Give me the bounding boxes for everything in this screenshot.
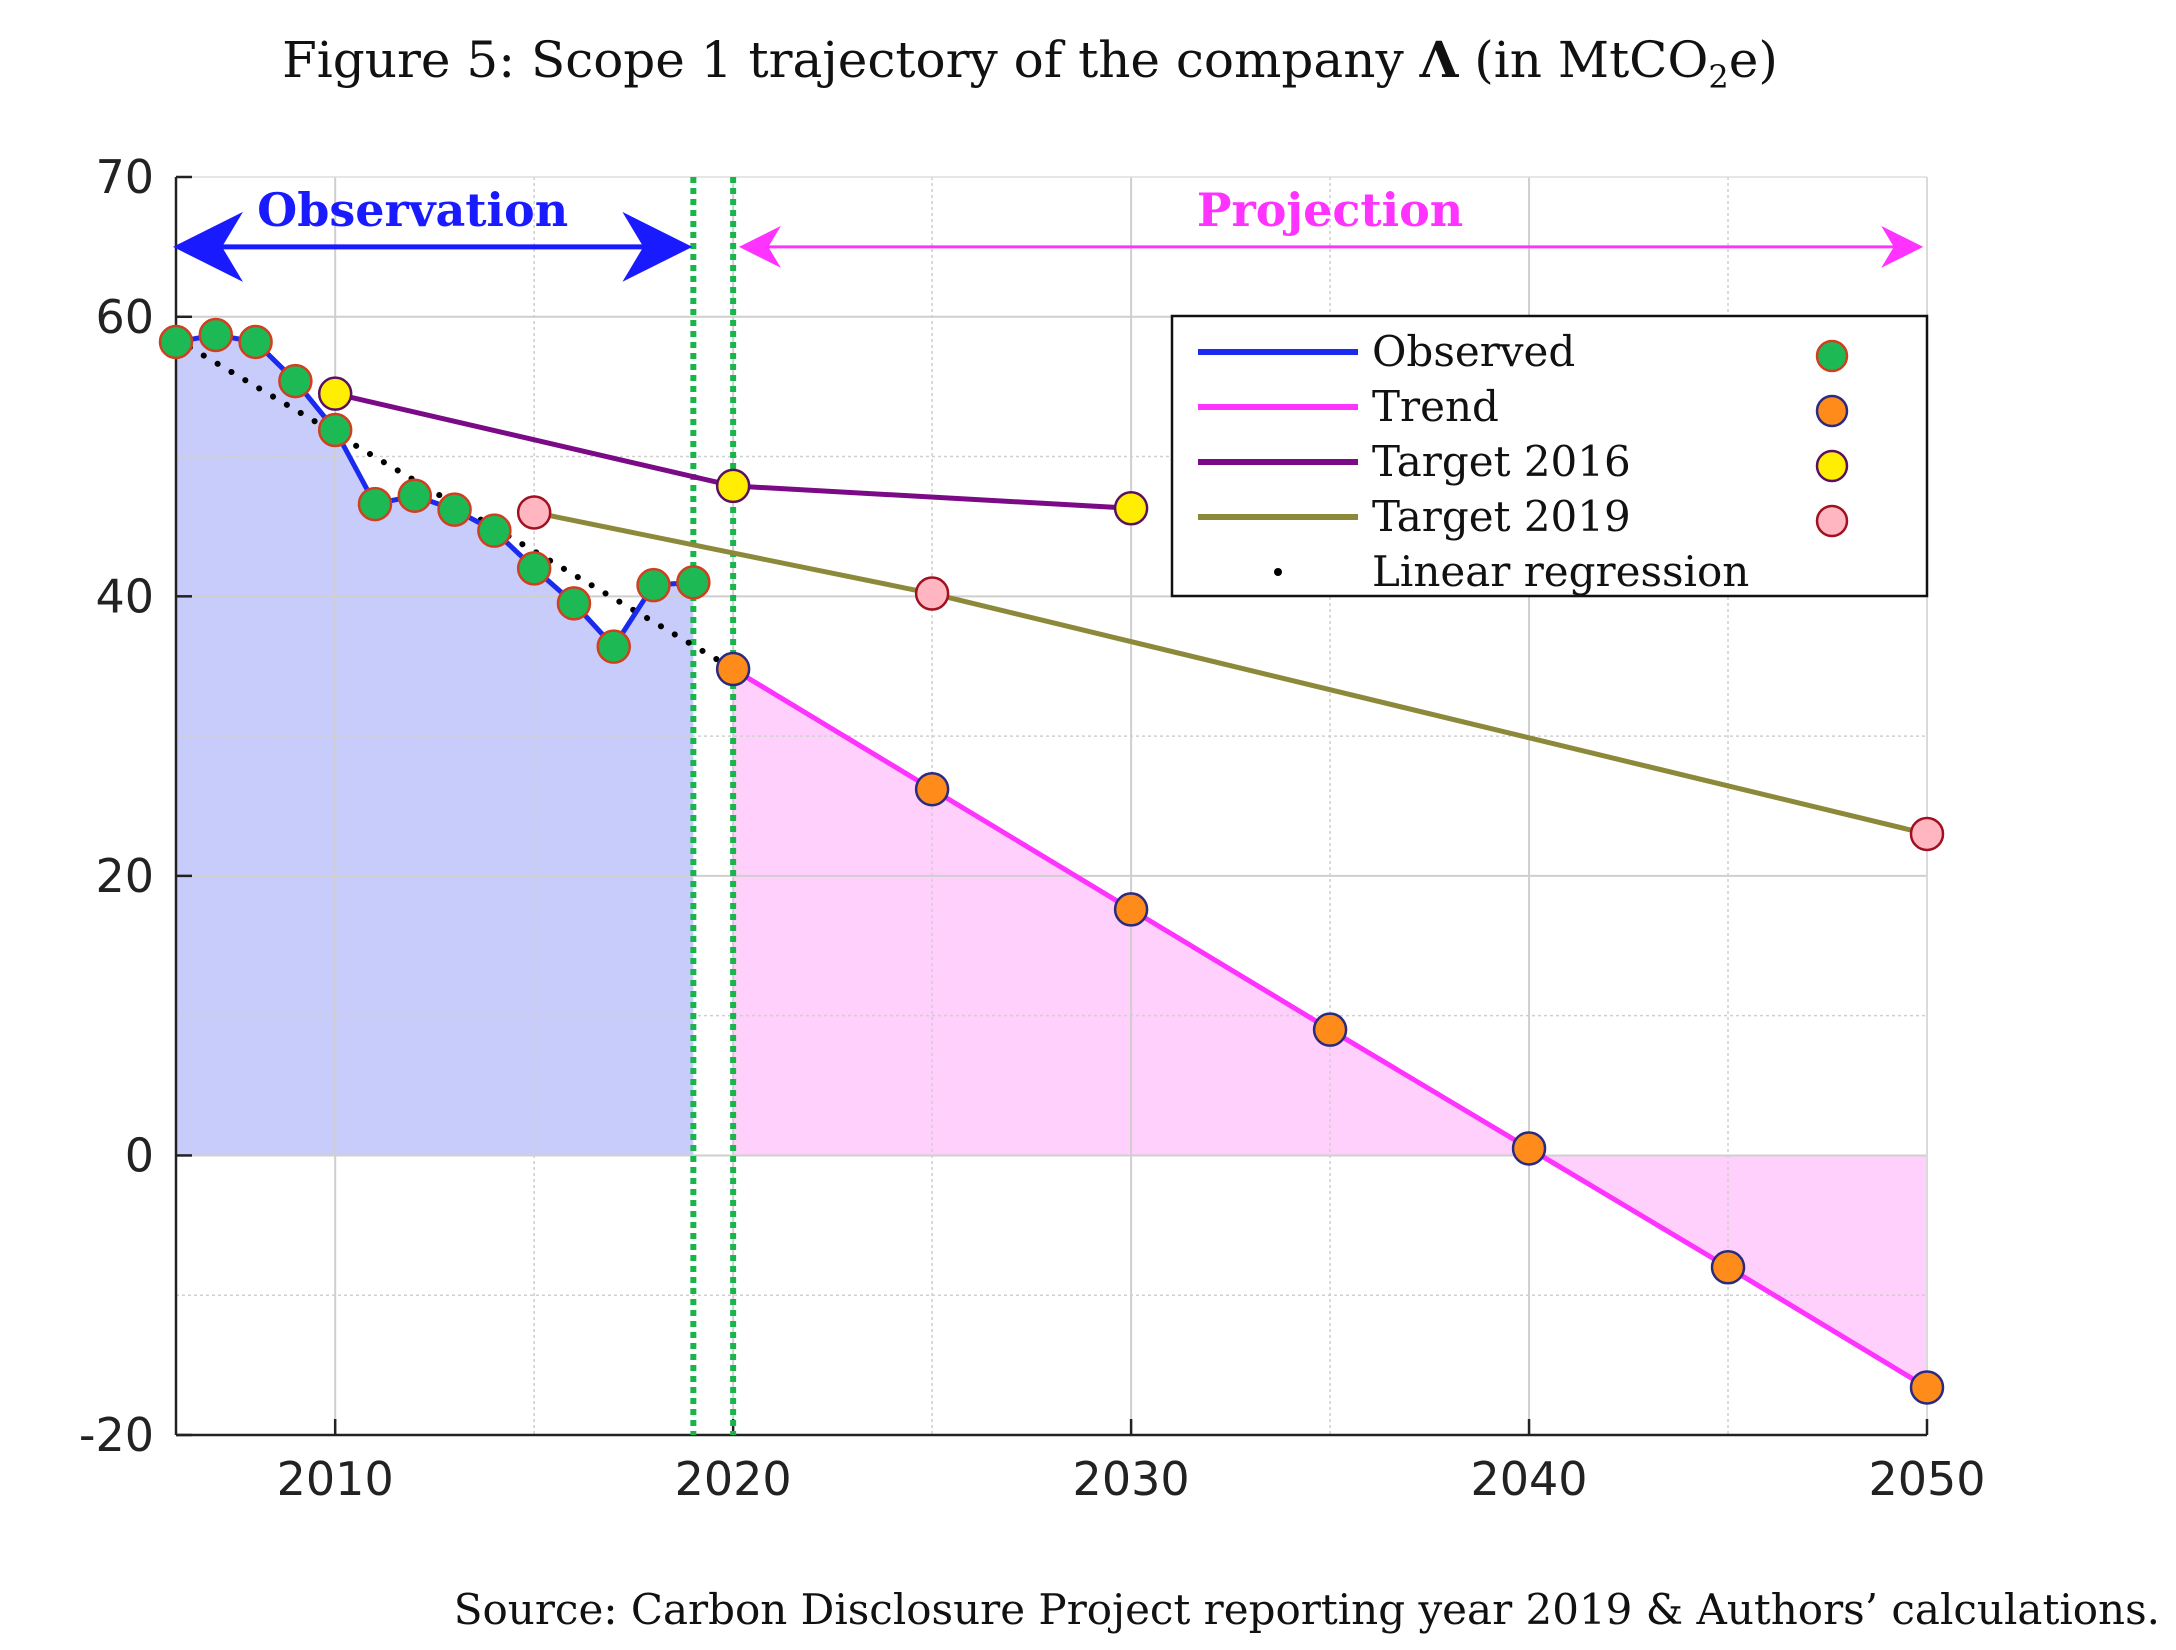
x-tick-label: 2040 (1471, 1452, 1588, 1506)
legend-label: Observed (1372, 327, 1575, 376)
y-tick-label: 70 (95, 150, 154, 204)
vertical-lines-layer (690, 177, 737, 1435)
observed-point (596, 629, 631, 664)
legend-marker (1815, 394, 1849, 428)
observation-label: Observation (257, 183, 568, 237)
x-tick-label: 2030 (1073, 1452, 1190, 1506)
x-tick-label: 2010 (277, 1452, 394, 1506)
legend-swatch (1274, 568, 1282, 576)
target-2019-point (516, 495, 552, 530)
target-2019-point (1909, 816, 1945, 852)
target-2016-point (317, 376, 353, 411)
observed-point (397, 478, 433, 513)
title-subscript: 2 (1708, 58, 1729, 96)
legend-marker (1815, 339, 1849, 373)
legend-label: Linear regression (1372, 547, 1749, 596)
x-tick-label: 2020 (675, 1452, 792, 1506)
trend-point (1113, 892, 1149, 927)
observed-point (636, 567, 671, 603)
y-tick-label: -20 (79, 1408, 154, 1462)
title-prefix: Figure 5: Scope 1 trajectory of the comp… (282, 31, 1420, 89)
projection-label: Projection (1197, 183, 1463, 237)
observed-point (158, 324, 194, 360)
observed-point (437, 492, 472, 527)
trend-point (914, 771, 950, 807)
target-2016-point (1113, 491, 1149, 526)
target-2016-point (715, 468, 751, 504)
regions-layer: Observation Projection (173, 183, 1924, 282)
trend-point (1710, 1250, 1746, 1285)
y-tick-label: 20 (95, 849, 154, 903)
legend-box (1170, 314, 1929, 598)
legend: Observed Trend Target 2016 Target 2019 Linea… (1170, 314, 1929, 598)
trend-point (1312, 1012, 1348, 1047)
title-suffix-a: (in MtCO (1458, 31, 1709, 89)
legend-marker (1815, 504, 1849, 538)
observed-point (278, 363, 313, 399)
observed-point (357, 486, 393, 522)
trend-point (1511, 1131, 1547, 1166)
figure-title: Figure 5: Scope 1 trajectory of the comp… (0, 30, 2060, 96)
target-2019-point (914, 576, 950, 611)
x-tick-label: 2050 (1868, 1452, 1985, 1506)
trend-point (715, 651, 751, 687)
observed-point (198, 317, 234, 353)
observed-point (317, 412, 353, 448)
legend-marker (1815, 449, 1849, 483)
observed-point (676, 565, 711, 600)
observation-area (176, 334, 694, 1156)
markers-layer (158, 317, 1945, 1405)
title-suffix-b: e) (1728, 31, 1778, 89)
observed-point (516, 551, 552, 586)
observed-point (238, 324, 273, 360)
title-symbol: Λ (1419, 30, 1459, 89)
observed-point (477, 513, 512, 548)
y-tick-label: 0 (125, 1128, 154, 1182)
y-tick-label: 40 (95, 569, 154, 623)
trend-point (1909, 1370, 1945, 1405)
legend-label: Target 2016 (1372, 437, 1631, 486)
legend-label: Trend (1372, 382, 1499, 431)
source-note: Source: Carbon Disclosure Project report… (453, 1585, 2160, 1634)
legend-label: Target 2019 (1372, 492, 1631, 541)
observed-point (556, 586, 592, 621)
y-tick-label: 60 (95, 290, 154, 344)
